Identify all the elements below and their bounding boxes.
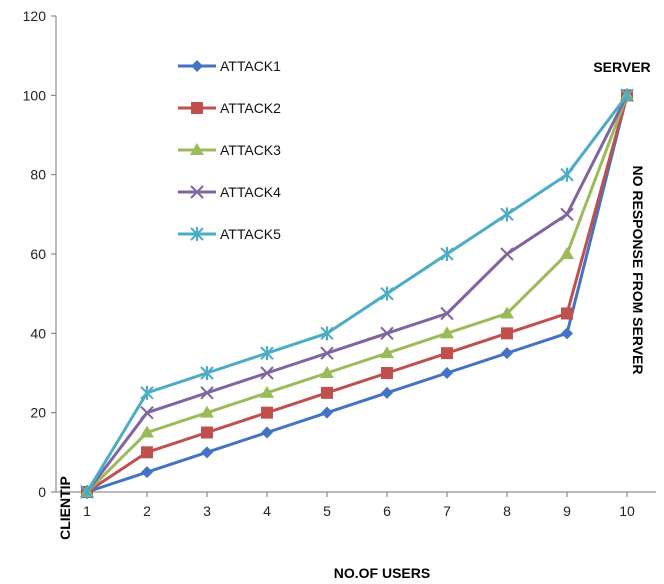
legend-swatch-marker: [190, 227, 204, 241]
data-point-marker: [320, 346, 334, 360]
data-point-marker: [201, 446, 213, 459]
x-tick-label: 6: [383, 503, 391, 519]
x-tick-label: 10: [619, 503, 635, 519]
series-layer: [80, 88, 634, 499]
data-point-marker: [560, 207, 574, 222]
data-point-marker: [441, 367, 453, 379]
y-tick-label: 100: [23, 87, 47, 103]
data-point-marker: [200, 386, 214, 400]
series-line: [85, 94, 629, 494]
data-point-marker: [200, 366, 214, 380]
data-point-marker: [381, 386, 393, 399]
data-point-marker: [560, 247, 574, 259]
legend-label: ATTACK3: [220, 142, 281, 158]
y-tick-label: 80: [30, 167, 46, 183]
series-attack5: [80, 88, 634, 499]
series-attack4: [80, 88, 634, 499]
data-point-marker: [380, 286, 394, 301]
x-tick-label: 4: [263, 503, 271, 519]
data-point-marker: [561, 307, 573, 320]
data-point-marker: [380, 326, 394, 341]
legend-item: ATTACK3: [178, 142, 281, 158]
y-tick-label: 120: [23, 8, 47, 24]
data-point-marker: [500, 306, 514, 319]
y-tick-label: 20: [30, 405, 46, 421]
data-point-marker: [500, 247, 514, 261]
legend-label: ATTACK2: [220, 100, 281, 116]
series-line: [85, 94, 629, 493]
y-axis-ticks: 0 20 40 60 80 100 120: [23, 8, 56, 500]
legend-label: ATTACK1: [220, 58, 281, 74]
x-tick-label: 2: [143, 503, 151, 519]
legend-item: ATTACK1: [178, 58, 281, 74]
data-point-marker: [500, 207, 514, 222]
series-attack2: [81, 89, 633, 498]
data-point-marker: [381, 367, 393, 379]
data-point-marker: [141, 446, 153, 459]
data-point-marker: [321, 406, 333, 419]
series-attack1: [81, 89, 633, 498]
data-point-marker: [200, 405, 214, 418]
data-point-marker: [561, 327, 573, 340]
data-point-marker: [140, 405, 154, 420]
data-point-marker: [140, 385, 154, 400]
data-point-marker: [261, 406, 273, 419]
x-tick-label: 3: [203, 503, 211, 519]
y-tick-label: 40: [30, 325, 46, 341]
x-tick-label: 9: [563, 503, 571, 519]
data-point-marker: [80, 485, 94, 499]
data-point-marker: [440, 326, 454, 339]
x-tick-label: 7: [443, 503, 451, 519]
data-point-marker: [260, 385, 274, 398]
data-point-marker: [260, 346, 274, 361]
server-annotation: SERVER: [593, 59, 650, 75]
legend: ATTACK1 ATTACK2 ATTACK3 ATTACK4 ATTACK5: [178, 58, 281, 242]
data-point-marker: [141, 466, 153, 479]
data-point-marker: [320, 326, 334, 341]
x-tick-label: 5: [323, 503, 331, 519]
data-point-marker: [201, 426, 213, 439]
data-point-marker: [440, 306, 454, 321]
series-attack3: [80, 88, 634, 497]
x-tick-label: 1: [83, 503, 91, 519]
data-point-marker: [260, 366, 274, 380]
legend-item: ATTACK5: [178, 226, 281, 242]
y-tick-label: 0: [38, 484, 46, 500]
client-ip-annotation: CLIENTIP: [57, 476, 73, 540]
legend-swatch-marker: [190, 143, 204, 155]
x-axis-ticks: 1 2 3 4 5 6 7 8 9 10: [83, 492, 635, 519]
legend-label: ATTACK4: [220, 184, 281, 200]
x-axis-title: NO.OF USERS: [334, 565, 430, 581]
data-point-marker: [380, 346, 394, 359]
no-response-annotation: NO RESPONSE FROM SERVER: [630, 165, 646, 374]
data-point-marker: [620, 88, 634, 103]
legend-swatch-marker: [191, 102, 203, 114]
series-line: [86, 94, 629, 494]
legend-item: ATTACK2: [178, 100, 281, 116]
data-point-marker: [261, 426, 273, 439]
x-tick-label: 8: [503, 503, 511, 519]
data-point-marker: [501, 327, 513, 340]
data-point-marker: [501, 347, 513, 360]
y-tick-label: 60: [30, 246, 46, 262]
legend-item: ATTACK4: [178, 184, 281, 200]
data-point-marker: [440, 247, 454, 261]
series-line: [86, 94, 629, 494]
data-point-marker: [560, 167, 574, 182]
legend-swatch-marker: [190, 185, 204, 199]
data-point-marker: [441, 347, 453, 360]
series-line: [85, 94, 629, 493]
legend-swatch-marker: [191, 60, 203, 72]
data-point-marker: [320, 366, 334, 378]
data-point-marker: [321, 386, 333, 399]
data-point-marker: [140, 425, 154, 438]
legend-label: ATTACK5: [220, 226, 281, 242]
